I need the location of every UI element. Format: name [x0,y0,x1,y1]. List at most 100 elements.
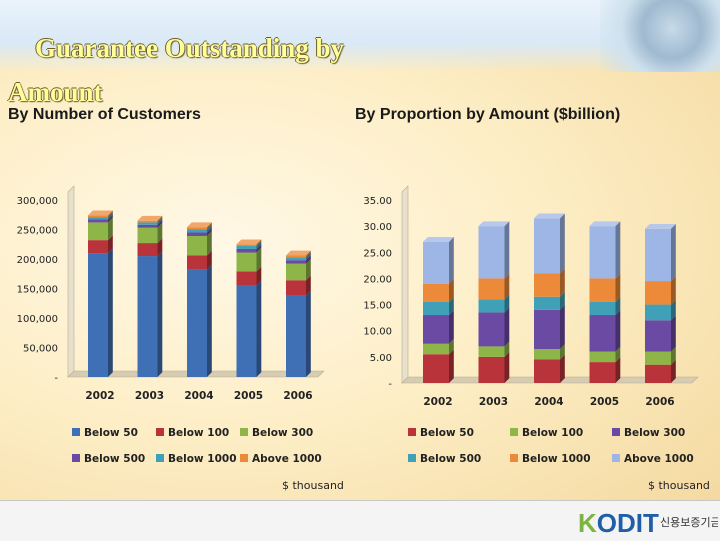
y-tick-label: 30.00 [363,222,392,233]
x-tick-label: 2006 [645,396,674,408]
legend-swatch [510,454,518,462]
bar-segment [187,229,207,233]
legend-item: Below 300 [612,427,685,439]
x-tick-label: 2003 [135,390,164,402]
right-unit-label: $ thousand [648,479,710,492]
legend-swatch [240,454,248,462]
bar-segment [236,244,257,247]
bar-segment-side [207,224,212,233]
bar-segment [534,296,560,310]
bar-segment-side [449,338,454,355]
legend-swatch [612,454,620,462]
bar-segment-side [671,315,676,352]
x-tick-label: 2005 [590,396,619,408]
bar-segment [88,222,108,241]
svg-text:KODIT: KODIT [578,508,659,538]
legend-swatch [408,454,416,462]
bar-segment-side [256,247,262,272]
bar-segment [534,218,560,274]
legend-item: Below 500 [72,453,145,465]
bar-segment [286,257,306,261]
y-tick-label: 150,000 [17,285,58,296]
bar-segment-side [560,291,565,310]
bar-segment [478,299,505,313]
title-line-1: Guarantee Outstanding by [35,33,345,63]
bar-segment [534,349,560,360]
legend-item: Above 1000 [240,453,322,465]
bar-segment-side [256,239,262,247]
bar-top [187,222,212,228]
legend-swatch [510,428,518,436]
x-tick-label: 2004 [534,396,563,408]
bar-segment-side [306,258,311,281]
bar-segment-side [504,294,510,313]
legend-item: Below 50 [408,427,474,439]
bar-segment-side [449,278,454,302]
y-tick-label: 35.00 [363,196,392,207]
bar-segment-side [306,250,311,258]
legend-label: Above 1000 [252,453,322,465]
bar-segment [423,283,449,302]
bar-segment-side [256,266,262,286]
bar-segment [286,263,306,281]
bar-segment-side [108,248,113,377]
bar-segment-side [306,290,311,377]
legend-label: Below 1000 [522,453,591,465]
bar-segment [645,351,671,365]
bar-segment [88,215,108,218]
bar-segment-side [108,217,113,241]
bar-segment [137,222,158,225]
legend-label: Below 300 [252,427,313,439]
bar-segment-side [560,354,565,383]
bar-segment-side [157,215,163,223]
bar-top [423,237,454,242]
bar-segment [236,248,257,253]
y-tick-label: 250,000 [17,226,58,237]
bar-segment [187,269,207,377]
bar-segment [589,362,616,383]
y-tick-label: 15.00 [363,301,392,312]
legend-item: Above 1000 [612,453,694,465]
bar-segment [88,240,108,254]
x-tick-label: 2002 [423,396,452,408]
bar-segment-side [671,359,676,383]
bar-segment [236,271,257,286]
bar-segment-side [207,222,212,230]
bar-segment-side [671,223,676,282]
y-tick-label: 10.00 [363,327,392,338]
bar-segment-side [615,357,621,383]
legend-item: Below 100 [156,427,229,439]
x-tick-label: 2005 [234,390,263,402]
bar-segment [589,278,616,302]
bar-segment [286,280,306,296]
bar-segment [187,232,207,236]
bar-segment [236,252,257,272]
bar-segment-side [671,346,676,365]
plot-wall [401,185,409,384]
bar-segment-side [108,210,113,218]
bar-segment-side [615,273,621,302]
bar-segment [645,320,671,352]
bar-segment [478,278,505,300]
legend-item: Below 500 [408,453,481,465]
bar-segment-side [504,352,510,383]
bar-segment [534,359,560,383]
bar-segment [645,364,671,383]
bar-segment [286,255,306,258]
bar-segment-side [108,212,113,220]
bar-segment-side [157,217,163,225]
legend-label: Above 1000 [624,453,694,465]
bar-segment-side [504,221,510,279]
bar-segment-side [671,299,676,321]
bar-top [534,213,565,219]
bar-segment [286,295,306,377]
legend-label: Below 500 [420,453,481,465]
bar-segment [88,219,108,223]
charts-canvas: - 50,000 100,000 150,000 200,000 250,000 300,0… [17,185,699,465]
legend-label: Below 50 [84,427,138,439]
bar-segment [478,356,505,383]
bar-segment [423,241,449,284]
bar-segment-side [157,219,163,228]
bar-segment-side [207,264,212,377]
legend-label: Below 1000 [168,453,237,465]
